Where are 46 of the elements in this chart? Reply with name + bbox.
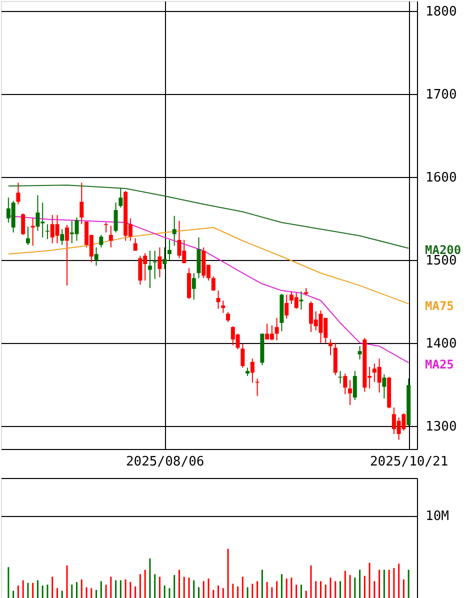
y-tick-label: 1600 bbox=[426, 170, 457, 186]
candlestick bbox=[250, 358, 254, 384]
x-tick-label: 2025/08/06 bbox=[126, 454, 204, 470]
candlestick bbox=[221, 300, 226, 314]
candlestick bbox=[211, 276, 216, 292]
y-tick-label: 1700 bbox=[426, 87, 457, 102]
y-tick-label: 10M bbox=[426, 509, 450, 524]
candlestick bbox=[152, 250, 157, 280]
candlestick bbox=[172, 215, 176, 246]
candlestick bbox=[328, 338, 333, 356]
candlestick bbox=[162, 246, 167, 270]
candlestick bbox=[299, 290, 304, 310]
candlestick bbox=[104, 222, 108, 233]
candlestick bbox=[348, 380, 352, 406]
candlestick bbox=[192, 272, 196, 300]
y-tick-label: 1800 bbox=[426, 4, 457, 20]
line-series bbox=[8, 184, 410, 249]
candlestick bbox=[16, 182, 20, 205]
candlestick bbox=[240, 343, 245, 368]
candlestick bbox=[60, 228, 64, 246]
candlestick bbox=[65, 224, 69, 286]
x-tick-label: 2025/10/21 bbox=[370, 454, 448, 470]
candlestick bbox=[133, 238, 138, 252]
y-tick-label: 1400 bbox=[426, 336, 457, 352]
candlestick bbox=[226, 312, 230, 323]
candlestick bbox=[80, 182, 84, 225]
candlestick bbox=[21, 212, 26, 236]
candlestick bbox=[94, 246, 98, 266]
candlestick bbox=[382, 374, 386, 399]
candlestick bbox=[358, 346, 362, 360]
candlestick bbox=[108, 225, 113, 248]
y-tick-label: 1300 bbox=[426, 419, 457, 434]
candlestick bbox=[284, 294, 289, 320]
candlestick bbox=[274, 317, 279, 341]
series-label: MA75 bbox=[425, 298, 454, 313]
candlestick bbox=[352, 370, 357, 401]
candlestick bbox=[148, 250, 152, 289]
candlestick bbox=[118, 187, 123, 208]
series-label: MA25 bbox=[425, 358, 454, 372]
candlestick bbox=[158, 246, 162, 278]
candlestick bbox=[167, 239, 172, 260]
candlestick bbox=[114, 202, 118, 233]
candlestick bbox=[99, 234, 104, 248]
candlestick bbox=[216, 290, 220, 310]
candlestick bbox=[26, 226, 30, 246]
candlestick bbox=[343, 373, 348, 395]
